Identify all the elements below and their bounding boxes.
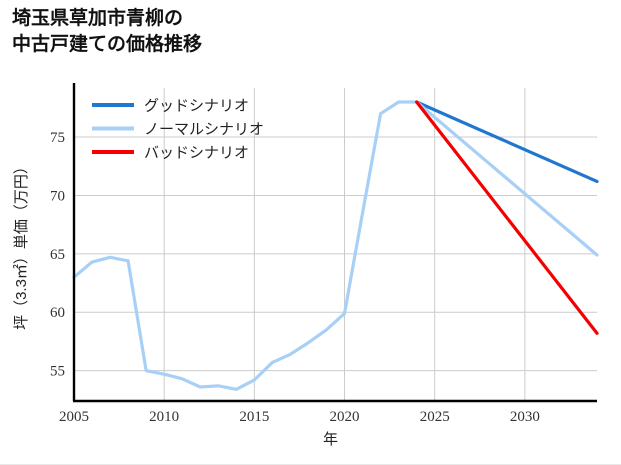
series-line-2 bbox=[415, 100, 599, 184]
x-tick-label: 2005 bbox=[59, 409, 89, 425]
x-tick-label: 2015 bbox=[239, 409, 269, 425]
legend-label-3: バッドシナリオ bbox=[144, 146, 249, 162]
y-tick-label: 70 bbox=[50, 188, 65, 204]
y-axis-title: 坪（3.3㎡）単価（万円） bbox=[13, 159, 30, 330]
axis-titles: 年 坪（3.3㎡）単価（万円） bbox=[13, 159, 338, 448]
series-layer bbox=[72, 100, 599, 391]
y-tick-label: 60 bbox=[50, 305, 65, 321]
x-tick-label: 2010 bbox=[149, 409, 179, 425]
legend-label-1: グッドシナリオ bbox=[144, 98, 249, 115]
gridlines bbox=[73, 88, 597, 401]
series-line-1 bbox=[72, 100, 419, 391]
y-tick-label: 75 bbox=[50, 130, 65, 146]
axes-layer bbox=[72, 83, 597, 403]
series-line-4 bbox=[415, 100, 599, 335]
x-tick-label: 2030 bbox=[510, 409, 540, 425]
y-tick-label: 65 bbox=[50, 247, 65, 263]
legend-label-2: ノーマルシナリオ bbox=[144, 122, 264, 138]
x-axis-title: 年 bbox=[323, 431, 338, 448]
page-title: 埼玉県草加市青柳の 中古戸建ての価格推移 bbox=[12, 8, 203, 55]
x-tick-label: 2020 bbox=[330, 409, 360, 425]
tick-labels: 55 60 65 70 75 2005 2010 2015 2020 2025 2030 bbox=[50, 130, 540, 425]
x-tick-label: 2025 bbox=[420, 409, 450, 425]
series-line-3 bbox=[415, 100, 599, 257]
y-tick-label: 55 bbox=[50, 364, 65, 380]
